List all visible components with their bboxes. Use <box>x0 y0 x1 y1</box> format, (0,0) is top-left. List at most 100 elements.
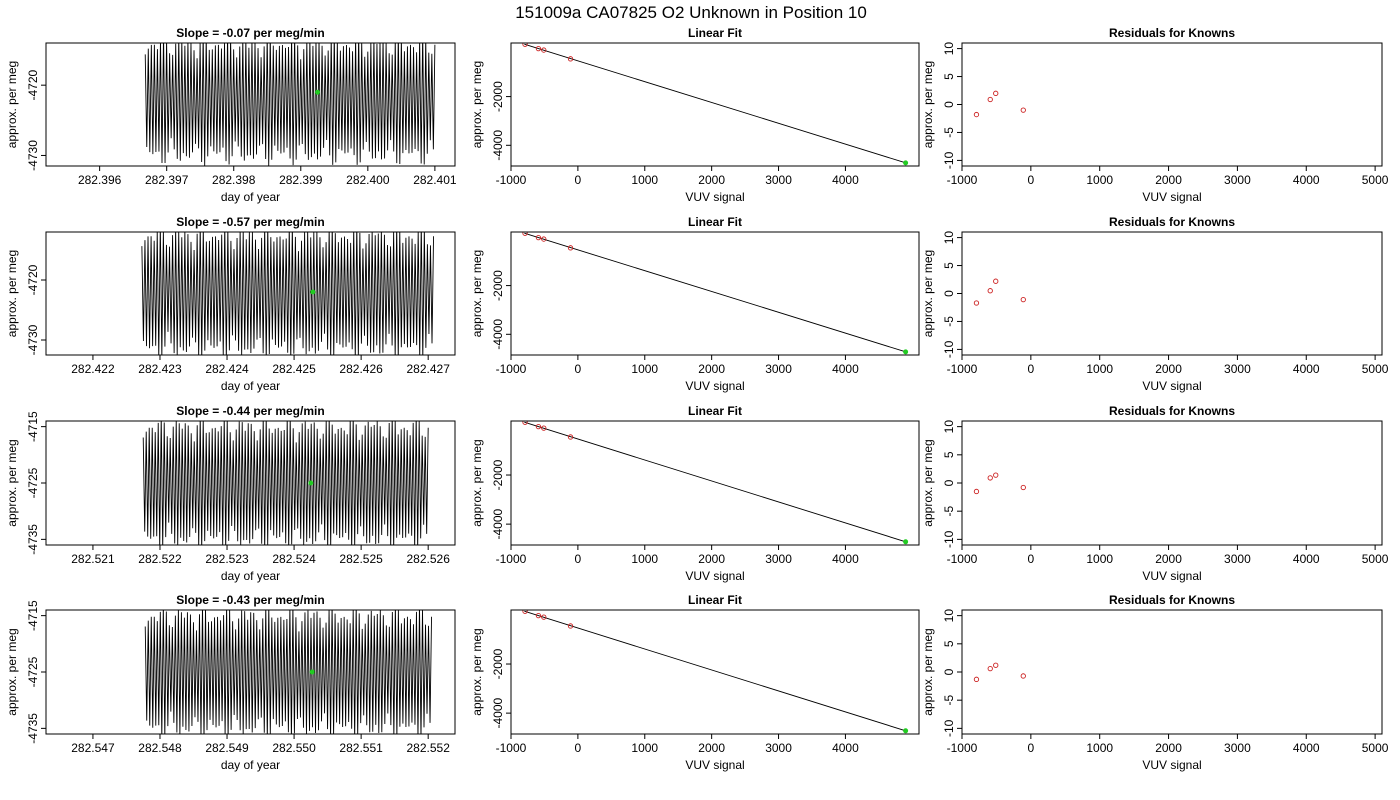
known-point <box>541 614 547 620</box>
y-tick-label: 5 <box>942 73 956 80</box>
x-tick-label: 3000 <box>1224 552 1251 566</box>
x-axis-label: VUV signal <box>1142 190 1201 204</box>
known-point <box>535 612 542 619</box>
trace-line <box>142 421 429 545</box>
unknown-point <box>903 539 909 545</box>
fit-line <box>524 232 906 353</box>
x-tick-label: 282.399 <box>279 173 323 187</box>
plot-frame <box>961 231 1383 356</box>
panel-time-series-row3: Slope = -0.44 per meg/min 282.521 282.522 2… <box>5 404 456 583</box>
unknown-point <box>903 160 909 166</box>
residual-point <box>973 488 980 495</box>
x-tick-label: 4000 <box>832 552 859 566</box>
plot-area <box>141 232 434 355</box>
panel-title: Residuals for Knowns <box>1109 215 1235 229</box>
y-tick-label: -10 <box>942 151 956 169</box>
x-tick-label: 282.551 <box>339 741 383 755</box>
x-tick-label: 5000 <box>1362 362 1389 376</box>
y-axis-label: approx. per meg <box>5 628 19 715</box>
y-tick-label: 5 <box>942 640 956 647</box>
x-tick-label: 4000 <box>1293 552 1320 566</box>
plot-area <box>522 43 909 166</box>
x-tick-label: 3000 <box>1224 741 1251 755</box>
panel-title: Linear Fit <box>688 404 742 418</box>
panel-residuals-row3: Residuals for Knowns -1000 0 1000 2000 3000 40… <box>921 404 1389 583</box>
x-axis-label: VUV signal <box>685 190 744 204</box>
y-tick-label: 5 <box>942 451 956 458</box>
panel-residuals-row4: Residuals for Knowns -1000 0 1000 2000 3000 40… <box>921 593 1389 772</box>
y-tick-label: -10 <box>942 719 956 737</box>
panel-title: Residuals for Knowns <box>1109 26 1235 40</box>
y-tick-label: -10 <box>942 340 956 358</box>
x-tick-label: 282.426 <box>339 362 383 376</box>
plot-frame <box>45 42 456 167</box>
y-tick-label: -2000 <box>491 648 505 679</box>
y-tick-label: -5 <box>942 695 956 706</box>
x-tick-label: 282.550 <box>272 741 316 755</box>
y-tick-label: -4715 <box>26 600 40 631</box>
plot-frame <box>510 609 920 735</box>
residual-point <box>987 475 993 481</box>
x-tick-label: 282.400 <box>346 173 390 187</box>
y-tick-label: -4725 <box>26 656 40 687</box>
x-tick-label: 0 <box>575 552 582 566</box>
trace-line <box>144 610 432 734</box>
x-tick-label: -1000 <box>496 362 527 376</box>
x-tick-label: 282.422 <box>71 362 115 376</box>
x-tick-label: 282.401 <box>413 173 457 187</box>
fit-line <box>524 43 906 164</box>
x-tick-label: 282.526 <box>406 552 450 566</box>
y-tick-label: 10 <box>942 231 956 245</box>
unknown-point <box>903 349 909 355</box>
y-tick-label: -4000 <box>491 697 505 728</box>
x-tick-label: 1000 <box>1086 552 1113 566</box>
x-tick-label: 3000 <box>1224 362 1251 376</box>
x-tick-label: 5000 <box>1362 552 1389 566</box>
x-tick-label: 3000 <box>765 552 792 566</box>
known-point <box>567 56 574 62</box>
x-tick-label: 282.521 <box>71 552 115 566</box>
x-tick-label: 282.525 <box>339 552 383 566</box>
x-tick-label: 282.398 <box>212 173 256 187</box>
x-tick-label: 2000 <box>698 173 725 187</box>
x-tick-label: 2000 <box>1155 741 1182 755</box>
residual-point <box>1020 673 1026 679</box>
plot-frame <box>510 42 920 167</box>
panel-title: Linear Fit <box>688 215 742 229</box>
y-tick-label: 0 <box>942 668 956 675</box>
x-axis-label: VUV signal <box>685 379 744 393</box>
unknown-marker <box>315 89 321 95</box>
known-point <box>541 425 547 431</box>
y-tick-label: -4735 <box>26 713 40 744</box>
plot-frame <box>45 609 456 735</box>
panel-linear-fit-row4: Linear Fit -1000 0 1000 2000 3000 4000 -4000 -20… <box>470 593 920 772</box>
y-tick-label: -10 <box>942 530 956 548</box>
plot-area <box>522 610 909 734</box>
x-tick-label: 1000 <box>1086 173 1113 187</box>
known-point <box>535 234 542 241</box>
x-tick-label: 282.425 <box>272 362 316 376</box>
plot-area <box>144 43 436 166</box>
panel-title: Residuals for Knowns <box>1109 404 1235 418</box>
y-axis-label: approx. per meg <box>470 628 484 715</box>
x-tick-label: 282.423 <box>138 362 182 376</box>
x-tick-label: 4000 <box>1293 362 1320 376</box>
y-tick-label: -4715 <box>26 411 40 442</box>
panel-title: Linear Fit <box>688 26 742 40</box>
x-axis-label: VUV signal <box>685 569 744 583</box>
y-tick-label: -4000 <box>491 130 505 161</box>
y-tick-label: -2000 <box>491 81 505 112</box>
x-tick-label: 1000 <box>631 173 658 187</box>
panel-time-series-row2: Slope = -0.57 per meg/min 282.422 282.423 2… <box>5 215 456 393</box>
x-tick-label: 0 <box>1028 173 1035 187</box>
unknown-marker <box>309 669 315 675</box>
x-tick-label: 282.524 <box>272 552 316 566</box>
y-tick-label: -5 <box>942 316 956 327</box>
y-tick-label: -4000 <box>491 508 505 539</box>
known-point <box>522 421 528 425</box>
panel-title: Slope = -0.43 per meg/min <box>176 593 324 607</box>
x-tick-label: 282.523 <box>205 552 249 566</box>
x-tick-label: 1000 <box>631 741 658 755</box>
y-tick-label: 10 <box>942 420 956 434</box>
